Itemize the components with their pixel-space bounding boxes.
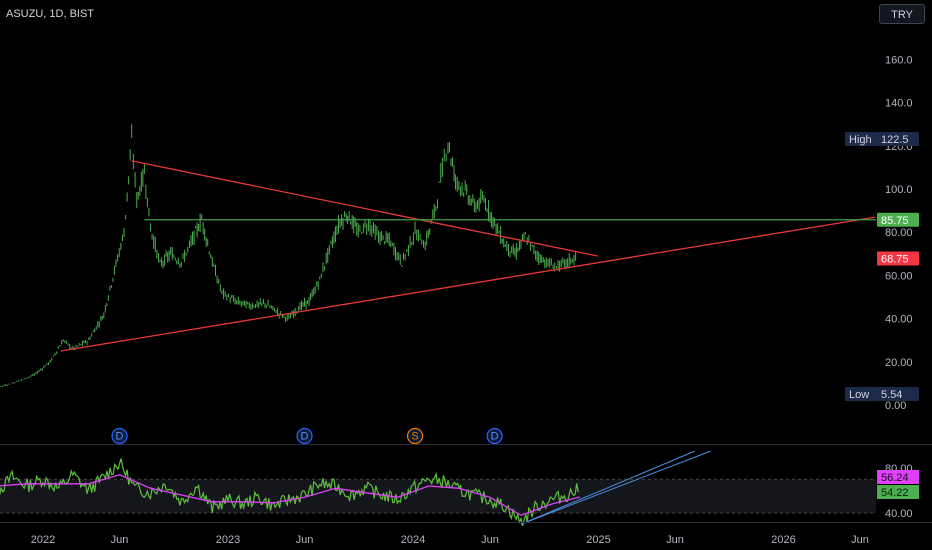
rsi-band <box>0 479 876 513</box>
price-tick-label: 160.0 <box>885 54 913 66</box>
time-tick-label: Jun <box>851 534 869 546</box>
event-marker-label: D <box>301 431 309 443</box>
time-tick-label: Jun <box>296 534 314 546</box>
event-marker: S <box>406 427 424 445</box>
rsi-ma-badge-bg <box>877 485 919 499</box>
currency-button[interactable]: TRY <box>879 4 925 24</box>
event-marker-circle <box>406 427 424 445</box>
lower-trendline <box>60 216 876 352</box>
time-tick-label: 2023 <box>216 534 240 546</box>
event-marker: D <box>486 427 503 445</box>
resistance-badge-value-bg <box>877 212 919 227</box>
price-badges: High 122.5 85.75 68.75 Low 5.54 <box>845 132 919 401</box>
rsi-trendline <box>520 450 711 525</box>
event-marker-circle <box>296 427 313 445</box>
time-tick-label: Jun <box>481 534 499 546</box>
rsi-badge-bg <box>877 470 919 484</box>
event-marker: D <box>296 427 313 445</box>
resistance-badge: 85.75 <box>877 212 919 227</box>
event-marker-circle <box>111 427 128 445</box>
event-marker: D <box>111 427 128 445</box>
high-badge-value: 122.5 <box>881 134 909 146</box>
last-price-badge: 68.75 <box>877 251 919 266</box>
upper-trendline <box>131 160 598 257</box>
high-badge: High 122.5 <box>845 132 919 146</box>
high-badge-value-bg <box>877 132 919 146</box>
time-axis: 2022 Jun 2023 Jun 2024 Jun 2025 Jun 2026 Jun <box>0 522 932 546</box>
time-tick-label: 2024 <box>401 534 425 546</box>
low-badge-label-bg <box>845 387 877 401</box>
low-badge-label: Low <box>849 389 869 401</box>
event-marker-circle <box>486 427 503 445</box>
rsi-trendline <box>520 450 696 525</box>
event-marker-label: D <box>491 431 499 443</box>
price-candles <box>0 124 577 388</box>
price-tick-label: 140.0 <box>885 98 913 110</box>
rsi-badge: 56.24 <box>877 470 919 484</box>
price-axis: 160.0140.0120.0100.080.0060.0040.0020.00… <box>885 54 913 412</box>
time-tick-label: 2026 <box>771 534 795 546</box>
time-tick-label: 2022 <box>31 534 55 546</box>
high-badge-label-bg <box>845 132 877 146</box>
trendlines <box>60 160 876 352</box>
high-badge-label: High <box>849 134 872 146</box>
rsi-ma-line <box>0 474 580 517</box>
rsi-tick-label: 40.00 <box>885 508 913 520</box>
last-price-badge-value: 68.75 <box>881 254 909 266</box>
price-tick-label: 80.00 <box>885 227 913 239</box>
price-tick-label: 40.00 <box>885 314 913 326</box>
last-price-badge-value-bg <box>877 251 919 266</box>
rsi-ma-badge-value: 54.22 <box>881 487 909 499</box>
resistance-badge-value: 85.75 <box>881 215 909 227</box>
rsi-badge-value: 56.24 <box>881 472 909 484</box>
low-badge-value: 5.54 <box>881 389 902 401</box>
event-marker-label: S <box>411 431 418 443</box>
low-badge: Low 5.54 <box>845 387 919 401</box>
price-tick-label: 100.0 <box>885 184 913 196</box>
event-marker-label: D <box>116 431 124 443</box>
price-tick-label: 0.00 <box>885 400 906 412</box>
low-badge-value-bg <box>877 387 919 401</box>
time-tick-label: 2025 <box>586 534 610 546</box>
time-tick-label: Jun <box>666 534 684 546</box>
symbol-title: ASUZU, 1D, BIST <box>6 8 95 20</box>
price-tick-label: 60.00 <box>885 270 913 282</box>
time-tick-label: Jun <box>111 534 129 546</box>
rsi-ma-badge: 54.22 <box>877 485 919 499</box>
price-tick-label: 20.00 <box>885 357 913 369</box>
